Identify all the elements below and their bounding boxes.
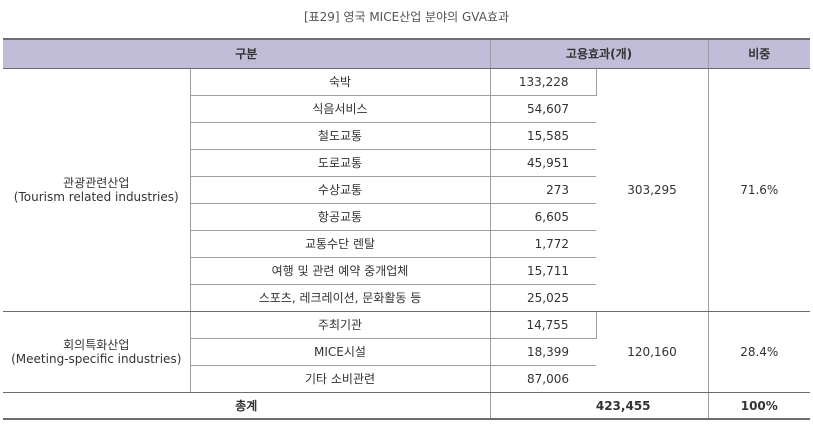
table-row: 기타 소비관련 87,006 xyxy=(3,365,810,393)
row-label: 기타 소비관련 xyxy=(190,365,491,393)
row-label: 숙박 xyxy=(190,68,491,96)
group-subtotal: 120,160 xyxy=(596,311,709,393)
row-value: 54,607 xyxy=(490,95,596,123)
group-subtotal: 303,295 xyxy=(596,68,709,312)
group-ratio: 71.6% xyxy=(708,68,811,312)
row-value: 87,006 xyxy=(490,365,596,393)
row-label: 도로교통 xyxy=(190,149,491,177)
row-label: 주최기관 xyxy=(190,311,491,339)
table-row: 도로교통 45,951 xyxy=(3,149,810,177)
gva-table: 구분 고용효과(개) 비중 관광관련산업 (Tourism related in… xyxy=(3,38,811,420)
total-ratio: 100% xyxy=(708,392,811,420)
table-row: MICE시설 18,399 xyxy=(3,338,810,366)
group-name-ko: 관광관련산업 xyxy=(63,176,130,190)
table-row: 교통수단 렌탈 1,772 xyxy=(3,230,810,258)
row-label: MICE시설 xyxy=(190,338,491,366)
total-row: 총계 423,455 100% xyxy=(3,392,811,420)
row-value: 6,605 xyxy=(490,203,596,231)
group-name-en: (Meeting-specific industries) xyxy=(11,352,182,366)
header-row: 구분 고용효과(개) 비중 xyxy=(3,38,811,69)
header-ratio: 비중 xyxy=(708,38,811,69)
row-value: 45,951 xyxy=(490,149,596,177)
table-row: 관광관련산업 (Tourism related industries) 숙박 1… xyxy=(3,68,811,312)
row-value: 273 xyxy=(490,176,596,204)
table-row: 철도교통 15,585 xyxy=(3,122,810,150)
group-meeting-label: 회의특화산업 (Meeting-specific industries) xyxy=(3,311,191,393)
row-label: 항공교통 xyxy=(190,203,491,231)
row-value: 25,025 xyxy=(490,284,596,312)
group-ratio: 28.4% xyxy=(708,311,811,393)
total-value: 423,455 xyxy=(490,392,709,420)
group-name-en: (Tourism related industries) xyxy=(13,190,179,204)
row-value: 1,772 xyxy=(490,230,596,258)
row-value: 15,585 xyxy=(490,122,596,150)
total-label: 총계 xyxy=(3,392,491,420)
header-category: 구분 xyxy=(3,38,491,69)
row-value: 15,711 xyxy=(490,257,596,285)
row-label: 교통수단 렌탈 xyxy=(190,230,491,258)
table-row: 회의특화산업 (Meeting-specific industries) 주최기… xyxy=(3,311,811,393)
table-row: 여행 및 관련 예약 중개업체 15,711 xyxy=(3,257,810,285)
row-value: 133,228 xyxy=(490,68,597,96)
row-label: 철도교통 xyxy=(190,122,491,150)
table-row: 수상교통 273 xyxy=(3,176,810,204)
table-row: 스포츠, 레크레이션, 문화활동 등 25,025 xyxy=(3,284,810,312)
header-employment: 고용효과(개) xyxy=(490,38,709,69)
row-label: 식음서비스 xyxy=(190,95,491,123)
group-tourism-label: 관광관련산업 (Tourism related industries) xyxy=(3,68,191,312)
row-label: 수상교통 xyxy=(190,176,491,204)
group-name-ko: 회의특화산업 xyxy=(63,338,130,352)
row-value: 18,399 xyxy=(490,338,596,366)
table-row: 항공교통 6,605 xyxy=(3,203,810,231)
row-label: 여행 및 관련 예약 중개업체 xyxy=(190,257,491,285)
table-row: 식음서비스 54,607 xyxy=(3,95,810,123)
row-label: 스포츠, 레크레이션, 문화활동 등 xyxy=(190,284,491,312)
row-value: 14,755 xyxy=(490,311,597,339)
table-caption: [표29] 영국 MICE산업 분야의 GVA효과 xyxy=(303,10,510,24)
